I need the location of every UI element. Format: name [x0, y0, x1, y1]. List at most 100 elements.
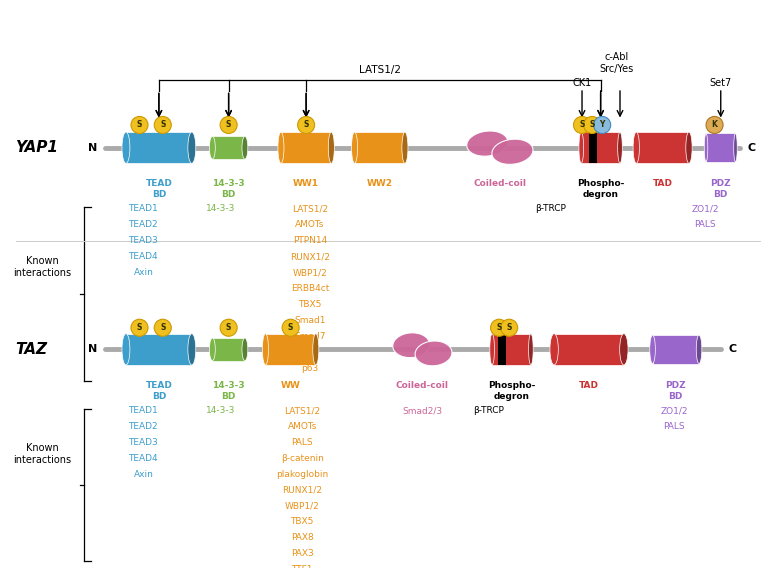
Ellipse shape	[188, 132, 196, 164]
Text: N: N	[88, 143, 97, 153]
Text: TBX5: TBX5	[298, 300, 322, 309]
Text: C: C	[728, 344, 736, 354]
Text: Phospho-
degron: Phospho- degron	[577, 179, 625, 199]
Text: RUNX1/2: RUNX1/2	[290, 252, 330, 261]
Ellipse shape	[579, 132, 584, 164]
Text: Set7: Set7	[710, 78, 732, 88]
Text: S: S	[226, 323, 231, 332]
Ellipse shape	[282, 319, 299, 336]
Text: TEAD4: TEAD4	[129, 454, 158, 463]
Text: S: S	[304, 120, 308, 130]
Text: S: S	[137, 120, 142, 130]
FancyBboxPatch shape	[281, 132, 332, 164]
Text: TEAD
BD: TEAD BD	[146, 381, 172, 400]
Ellipse shape	[584, 116, 601, 133]
Text: Known
interactions: Known interactions	[14, 443, 71, 465]
FancyBboxPatch shape	[581, 132, 620, 164]
Text: PALS: PALS	[663, 422, 685, 431]
Text: AMOTs: AMOTs	[295, 220, 325, 229]
Text: TEAD2: TEAD2	[129, 422, 158, 431]
Text: CK1: CK1	[573, 78, 591, 88]
Text: WBP1/2: WBP1/2	[285, 502, 319, 511]
Ellipse shape	[491, 319, 508, 336]
Ellipse shape	[704, 133, 708, 162]
Text: PAX8: PAX8	[291, 533, 314, 542]
Ellipse shape	[550, 333, 558, 365]
Text: plakoglobin: plakoglobin	[276, 470, 329, 479]
Text: 14-3-3: 14-3-3	[206, 204, 236, 214]
Text: YAP1: YAP1	[16, 140, 58, 155]
Ellipse shape	[131, 116, 148, 133]
Text: K: K	[711, 120, 718, 130]
FancyBboxPatch shape	[653, 335, 699, 364]
Text: S: S	[580, 120, 584, 130]
FancyBboxPatch shape	[554, 334, 624, 365]
FancyBboxPatch shape	[212, 338, 245, 361]
Text: PDZ
BD: PDZ BD	[666, 381, 686, 400]
Ellipse shape	[242, 338, 248, 361]
Text: RUNX1/2: RUNX1/2	[282, 486, 322, 495]
Text: LATS1/2: LATS1/2	[292, 204, 328, 214]
Text: 14-3-3: 14-3-3	[206, 406, 236, 415]
Ellipse shape	[696, 335, 702, 364]
Text: ZO1/2: ZO1/2	[691, 204, 719, 214]
Text: WBP1/2: WBP1/2	[293, 268, 327, 277]
Text: Coiled-coil: Coiled-coil	[474, 179, 526, 188]
Ellipse shape	[352, 132, 357, 164]
Text: β-TRCP: β-TRCP	[535, 204, 566, 214]
FancyBboxPatch shape	[126, 132, 192, 164]
Text: TEAD3: TEAD3	[129, 438, 158, 447]
Ellipse shape	[501, 319, 518, 336]
Ellipse shape	[154, 319, 171, 336]
Ellipse shape	[242, 136, 248, 159]
Ellipse shape	[122, 132, 130, 164]
Text: S: S	[137, 323, 142, 332]
Text: WW: WW	[281, 381, 301, 390]
Text: c-Abl
Src/Yes: c-Abl Src/Yes	[599, 52, 634, 74]
Text: Smad2/3: Smad2/3	[402, 406, 443, 415]
Ellipse shape	[402, 132, 408, 164]
Text: Axin: Axin	[133, 268, 153, 277]
Text: TTF1: TTF1	[291, 565, 313, 568]
Ellipse shape	[209, 136, 215, 159]
Text: ZO1/2: ZO1/2	[660, 406, 688, 415]
Text: TBX5: TBX5	[291, 517, 314, 527]
Text: LATS1/2: LATS1/2	[284, 406, 320, 415]
Ellipse shape	[618, 132, 622, 164]
FancyBboxPatch shape	[706, 133, 735, 162]
Ellipse shape	[415, 341, 452, 366]
FancyBboxPatch shape	[492, 334, 531, 365]
Text: TEAD1: TEAD1	[129, 204, 158, 214]
Ellipse shape	[209, 338, 215, 361]
Text: N: N	[88, 344, 97, 354]
Text: 14-3-3
BD: 14-3-3 BD	[212, 179, 245, 199]
Text: S: S	[288, 323, 293, 332]
Ellipse shape	[574, 116, 591, 133]
Text: PALS: PALS	[694, 220, 716, 229]
Text: TAD: TAD	[653, 179, 673, 188]
Text: TEAD3: TEAD3	[129, 236, 158, 245]
Text: S: S	[160, 323, 165, 332]
Ellipse shape	[633, 132, 639, 164]
Text: Known
interactions: Known interactions	[14, 256, 71, 278]
Ellipse shape	[467, 131, 508, 156]
Ellipse shape	[131, 319, 148, 336]
Ellipse shape	[649, 335, 656, 364]
Ellipse shape	[278, 132, 284, 164]
Ellipse shape	[329, 132, 334, 164]
Ellipse shape	[594, 116, 611, 133]
Ellipse shape	[188, 333, 196, 365]
Text: Coiled-coil: Coiled-coil	[396, 381, 449, 390]
Text: S: S	[160, 120, 165, 130]
Text: Smad7: Smad7	[294, 332, 326, 341]
Bar	[589, 132, 597, 164]
Ellipse shape	[686, 132, 692, 164]
Ellipse shape	[263, 333, 268, 365]
Text: WW2: WW2	[367, 179, 393, 188]
Text: TEAD4: TEAD4	[129, 252, 158, 261]
Text: PAX3: PAX3	[291, 549, 314, 558]
Text: TEAD1: TEAD1	[129, 406, 158, 415]
Ellipse shape	[313, 333, 319, 365]
Text: Phospho-
degron: Phospho- degron	[487, 381, 536, 400]
Text: S: S	[497, 323, 501, 332]
